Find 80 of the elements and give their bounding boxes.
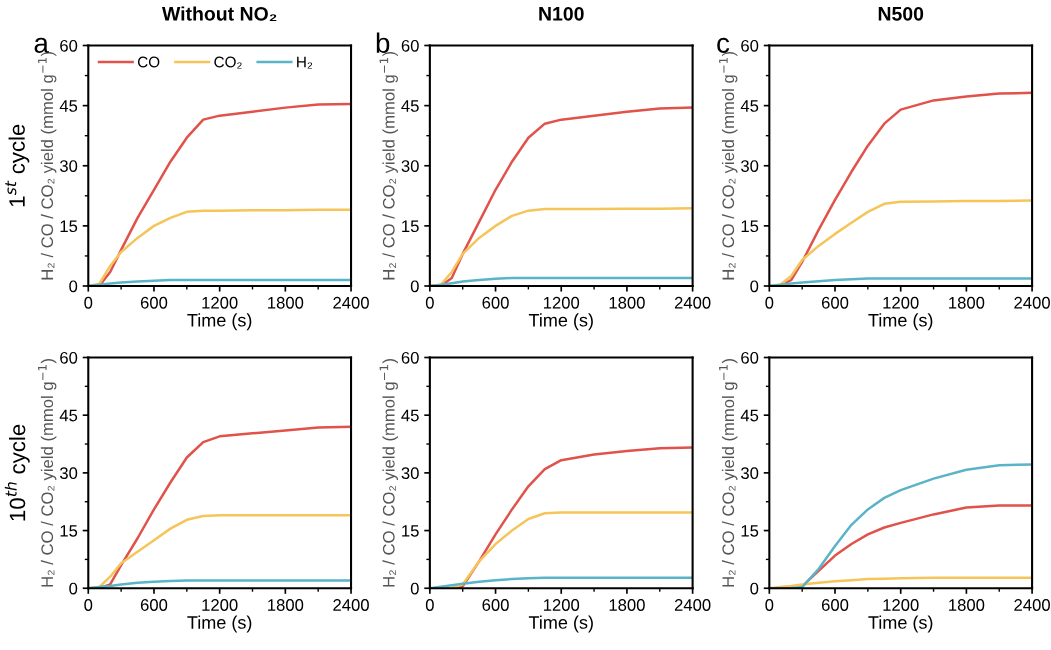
x-tick-label: 1200 [883, 296, 919, 309]
x-tick-label: 600 [821, 599, 849, 611]
y-tick-label: 0 [750, 582, 759, 595]
x-tick-label: 1200 [202, 296, 238, 309]
x-tick-label: 1200 [543, 599, 580, 611]
y-tick-label: 60 [60, 351, 78, 364]
x-tick-label: 600 [821, 296, 849, 309]
x-tick-label: 1800 [268, 296, 304, 309]
text: a [34, 37, 49, 53]
y-tick-label: 15 [402, 220, 419, 233]
x-axis-title: Time (s) [868, 615, 933, 633]
x-axis-title: Time (s) [187, 313, 252, 331]
x-tick-label: 0 [84, 599, 93, 611]
y-axis-title: H₂ / CO / CO₂ yield (mmol g$^{−1}$) [379, 359, 398, 587]
y-tick-label: 30 [741, 160, 759, 172]
y-tick-label: 30 [401, 467, 419, 480]
x-tick-label: 1800 [609, 599, 645, 611]
x-axis-title: Time (s) [187, 615, 252, 633]
y-tick-label: 30 [401, 160, 419, 172]
y-tick-label: 45 [59, 100, 78, 112]
y-tick-label: 45 [401, 409, 419, 422]
text: b [376, 32, 390, 53]
chart-title: Without NO₂ [161, 6, 277, 22]
y-tick-label: 15 [741, 525, 759, 537]
x-tick-label: 1200 [543, 296, 580, 309]
y-tick-label: 15 [741, 220, 759, 233]
y-tick-label: 60 [401, 39, 419, 52]
x-tick-label: 0 [765, 599, 774, 611]
y-tick-label: 30 [59, 160, 78, 172]
y-tick-label: 30 [59, 467, 78, 480]
x-tick-label: 2400 [333, 599, 369, 611]
y-tick-label: 60 [401, 351, 419, 364]
x-tick-label: 600 [140, 599, 168, 611]
y-axis-title: H₂ / CO / CO₂ yield (mmol g$^{−1}$) [719, 359, 738, 587]
x-tick-label: 0 [765, 296, 774, 309]
x-tick-label: 600 [140, 296, 168, 309]
x-tick-label: 1200 [883, 599, 919, 611]
y-tick-label: 60 [741, 351, 759, 364]
chart-title: N100 [539, 6, 584, 21]
x-tick-label: 1800 [268, 599, 304, 611]
x-tick-label: 1800 [949, 599, 985, 611]
legend-label: H₂ [297, 56, 313, 69]
y-tick-label: 30 [741, 467, 759, 480]
y-tick-label: 0 [410, 582, 419, 595]
x-tick-label: 600 [482, 296, 509, 309]
y-tick-label: 0 [69, 280, 78, 293]
y-axis-title: H₂ / CO / CO₂ yield (mmol g$^{−1}$) [38, 359, 57, 587]
x-tick-label: 2400 [1014, 599, 1050, 611]
y-tick-label: 60 [741, 39, 759, 52]
text: 1$^{st}$ cycle [5, 124, 30, 207]
x-tick-label: 1800 [949, 296, 985, 309]
y-tick-label: 0 [410, 280, 419, 293]
legend-label: CO [137, 56, 160, 68]
y-tick-label: 60 [60, 39, 78, 52]
x-axis-title: Time (s) [868, 313, 933, 331]
x-tick-label: 1800 [609, 296, 645, 309]
y-tick-label: 15 [60, 525, 78, 537]
chart-title: N500 [878, 6, 924, 21]
x-tick-label: 2400 [333, 296, 369, 309]
y-tick-label: 0 [750, 280, 759, 293]
x-axis-title: Time (s) [528, 313, 593, 331]
text: 10$^{th}$ cycle [4, 424, 30, 521]
y-tick-label: 45 [740, 409, 759, 422]
y-tick-label: 0 [69, 582, 78, 595]
x-tick-label: 2400 [1014, 296, 1050, 309]
y-tick-label: 15 [60, 220, 78, 233]
x-tick-label: 2400 [674, 599, 711, 611]
x-axis-title: Time (s) [528, 615, 593, 633]
y-tick-label: 45 [59, 409, 78, 422]
text: c [717, 37, 730, 53]
y-tick-label: 15 [402, 525, 419, 537]
x-tick-label: 0 [84, 296, 93, 309]
y-tick-label: 45 [401, 100, 419, 112]
x-tick-label: 0 [425, 296, 434, 309]
x-tick-label: 0 [425, 599, 434, 611]
x-tick-label: 600 [482, 599, 509, 611]
x-tick-label: 1200 [202, 599, 238, 611]
y-tick-label: 45 [740, 100, 759, 112]
legend-label: CO₂ [214, 56, 242, 69]
x-tick-label: 2400 [674, 296, 711, 309]
